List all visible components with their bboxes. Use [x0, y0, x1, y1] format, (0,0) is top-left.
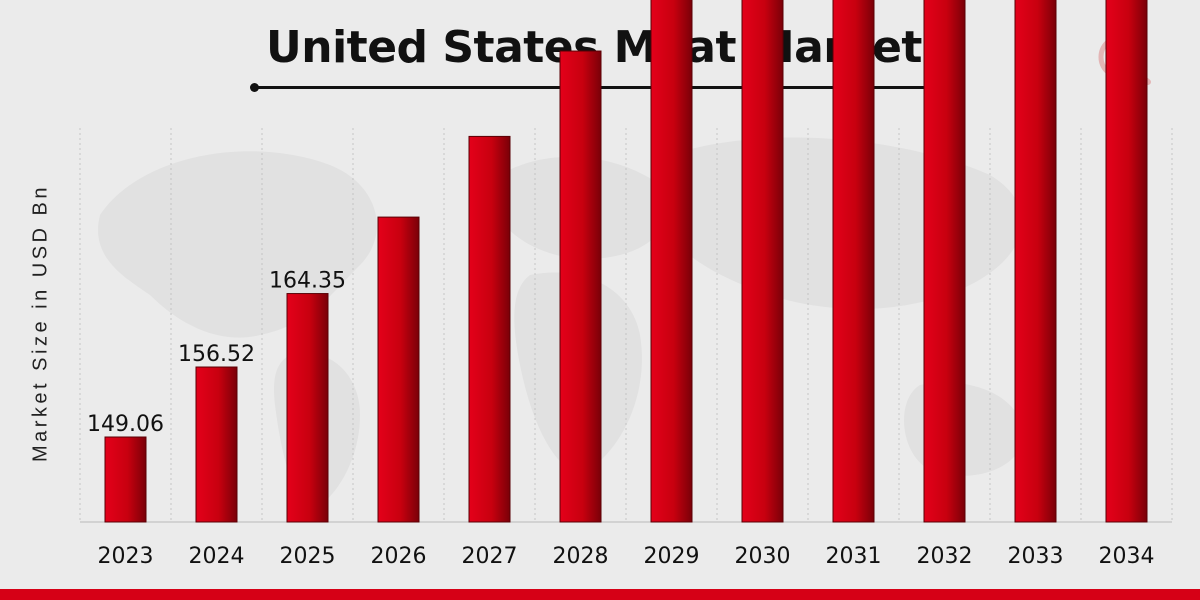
bar-2031 — [832, 0, 875, 523]
x-tick-label: 2032 — [917, 544, 973, 569]
data-label: 149.06 — [87, 412, 164, 437]
bar-2032 — [923, 0, 966, 523]
x-tick-label: 2025 — [280, 544, 336, 569]
bar-2024 — [195, 366, 238, 523]
bottom-accent-bar — [0, 589, 1200, 600]
bar-2034 — [1105, 0, 1148, 523]
x-tick-label: 2030 — [735, 544, 791, 569]
bar-2023 — [104, 436, 147, 523]
x-tick-label: 2028 — [553, 544, 609, 569]
bar-2029 — [650, 0, 693, 523]
bar-2027 — [468, 135, 511, 523]
title-underline-dot-left — [250, 83, 259, 92]
x-tick-label: 2029 — [644, 544, 700, 569]
x-tick-label: 2024 — [189, 544, 245, 569]
data-label: 156.52 — [178, 342, 255, 367]
bar-2025 — [286, 293, 329, 523]
bar-2028 — [559, 50, 602, 523]
x-tick-label: 2026 — [371, 544, 427, 569]
x-tick-label: 2023 — [98, 544, 154, 569]
bar-2030 — [741, 0, 784, 523]
x-tick-label: 2034 — [1099, 544, 1155, 569]
data-label: 164.35 — [269, 269, 346, 294]
x-tick-label: 2033 — [1008, 544, 1064, 569]
bar-2026 — [377, 216, 420, 523]
x-tick-label: 2027 — [462, 544, 518, 569]
x-tick-label: 2031 — [826, 544, 882, 569]
bar-2033 — [1014, 0, 1057, 523]
